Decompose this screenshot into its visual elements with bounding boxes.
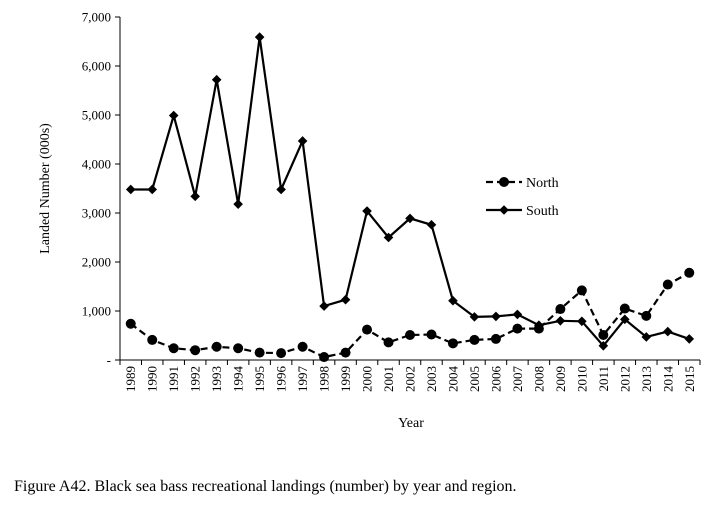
data-point-north xyxy=(555,304,566,315)
data-point-south xyxy=(555,316,566,326)
data-point-south xyxy=(383,232,394,243)
data-point-south xyxy=(469,312,480,322)
x-tick-label: 2006 xyxy=(488,365,503,392)
y-axis-title: Landed Number (000s) xyxy=(38,123,53,254)
data-point-north xyxy=(125,318,136,329)
data-point-north xyxy=(190,345,201,356)
x-tick-label: 2008 xyxy=(531,366,546,392)
data-point-north xyxy=(512,323,523,334)
data-point-south xyxy=(684,334,695,344)
data-point-north xyxy=(362,324,373,335)
data-point-north xyxy=(297,341,308,352)
legend-marker-south xyxy=(499,205,509,215)
data-point-north xyxy=(405,330,415,341)
x-tick-label: 1995 xyxy=(252,366,267,392)
data-point-south xyxy=(491,311,501,322)
data-point-south xyxy=(598,340,609,351)
x-tick-label: 2010 xyxy=(574,366,589,392)
data-point-south xyxy=(276,184,286,195)
data-point-south xyxy=(211,74,222,85)
data-point-south xyxy=(190,191,200,202)
x-tick-label: 1989 xyxy=(123,366,138,392)
data-point-north xyxy=(254,347,265,358)
figure-caption: Figure A42. Black sea bass recreational … xyxy=(14,478,517,495)
x-tick-label: 1994 xyxy=(231,366,246,393)
data-point-north xyxy=(598,330,609,341)
x-tick-label: 2015 xyxy=(682,366,697,392)
data-point-north xyxy=(641,310,652,321)
data-point-north xyxy=(426,329,437,340)
y-tick-label: 6,000 xyxy=(82,59,111,74)
x-tick-label: 1997 xyxy=(295,366,310,393)
y-tick-label: 7,000 xyxy=(82,10,111,25)
x-tick-label: 1998 xyxy=(317,366,332,392)
data-point-south xyxy=(620,314,630,325)
data-point-south xyxy=(662,326,673,337)
data-point-south xyxy=(512,309,523,320)
line-chart: - 1,000 2,000 3,000 4,000 5,000 6,000 7,000 1989… xyxy=(38,10,701,431)
x-tick-label: 2009 xyxy=(553,366,568,392)
data-point-north xyxy=(490,333,501,344)
data-point-south xyxy=(147,184,158,195)
data-point-north xyxy=(340,347,351,358)
x-tick-label: 2005 xyxy=(467,366,482,392)
data-point-south xyxy=(448,295,458,306)
x-axis-title: Year xyxy=(398,416,424,431)
y-tick-label: 2,000 xyxy=(82,255,111,270)
plot-area: - 1,000 2,000 3,000 4,000 5,000 6,000 7,000 1989… xyxy=(38,10,701,431)
x-tick-label: 2012 xyxy=(617,366,632,392)
data-point-north xyxy=(233,343,244,354)
data-point-north xyxy=(147,334,158,345)
data-point-north xyxy=(469,334,480,345)
x-tick-label: 1999 xyxy=(338,366,353,392)
y-tick-label: - xyxy=(107,353,111,368)
data-point-north xyxy=(662,279,673,290)
data-point-north xyxy=(211,341,222,352)
x-tick-label: 2004 xyxy=(445,366,460,393)
x-tick-label: 1991 xyxy=(166,366,181,392)
x-tick-label: 2001 xyxy=(381,366,396,392)
data-point-north xyxy=(576,285,587,296)
x-tick-label: 1993 xyxy=(209,366,224,392)
data-point-south xyxy=(534,320,544,331)
data-point-north xyxy=(383,337,394,348)
x-tick-label: 2014 xyxy=(660,366,675,393)
y-tick-label: 1,000 xyxy=(82,304,111,319)
x-tick-label: 2007 xyxy=(510,366,525,393)
data-point-south xyxy=(297,136,308,146)
data-point-south xyxy=(405,213,415,224)
data-point-south xyxy=(319,301,329,311)
series-line-south xyxy=(130,36,690,348)
x-tick-label: 2011 xyxy=(596,366,611,392)
x-tick-label: 2013 xyxy=(639,366,654,392)
legend-marker-north xyxy=(499,177,509,187)
data-point-south xyxy=(577,316,587,327)
x-tick-label: 1990 xyxy=(145,366,160,392)
data-point-north xyxy=(319,352,330,363)
data-point-south xyxy=(254,32,265,42)
data-point-north xyxy=(276,348,287,359)
x-tick-label: 1996 xyxy=(274,366,289,393)
x-tick-label: 1992 xyxy=(188,366,203,392)
legend-label-north: North xyxy=(526,176,559,191)
data-point-south xyxy=(233,199,243,209)
data-point-south xyxy=(340,294,351,305)
y-tick-label: 4,000 xyxy=(82,157,111,172)
data-point-south xyxy=(426,219,437,230)
series-line-north xyxy=(130,271,690,359)
y-tick-label: 3,000 xyxy=(82,206,111,221)
data-point-south xyxy=(362,206,372,216)
data-point-north xyxy=(168,343,179,354)
data-point-north xyxy=(619,303,630,314)
data-point-south xyxy=(125,184,136,195)
y-tick-label: 5,000 xyxy=(82,108,111,123)
data-point-north xyxy=(684,267,695,278)
x-tick-label: 2002 xyxy=(403,366,418,392)
x-tick-label: 2003 xyxy=(424,366,439,392)
x-tick-label: 2000 xyxy=(360,366,375,392)
data-point-south xyxy=(641,332,652,342)
data-point-north xyxy=(447,338,458,349)
data-point-south xyxy=(168,110,179,121)
legend-label-south: South xyxy=(526,204,559,219)
